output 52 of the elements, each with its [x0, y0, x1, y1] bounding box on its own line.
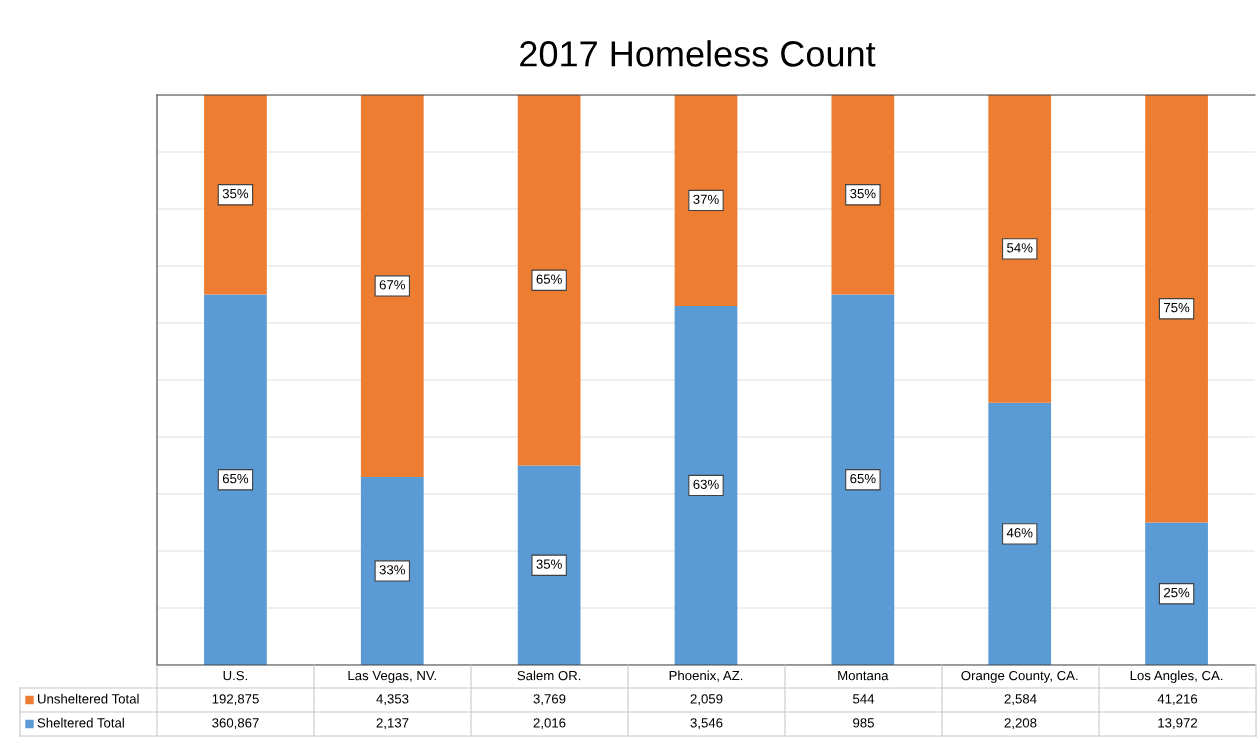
bar — [674, 305, 738, 665]
x-tick-label: Salem OR. — [517, 670, 581, 681]
data-label: 54% — [1007, 243, 1033, 253]
data-label: 33% — [379, 565, 406, 575]
text: 4,353 — [376, 694, 409, 706]
x-tick-label: Las Vegas, NV. — [348, 671, 436, 683]
data-label: 35% — [536, 559, 562, 569]
bar — [831, 95, 895, 295]
x-tick-label: Los Angles, CA. — [1130, 670, 1223, 683]
bar — [1145, 95, 1208, 523]
bar — [517, 465, 581, 665]
text: 2,016 — [533, 718, 566, 730]
text: 41,216 — [1157, 694, 1198, 706]
bar — [1145, 522, 1208, 665]
data-label: 67% — [379, 280, 406, 290]
data-label: 65% — [850, 473, 876, 484]
data-label: 75% — [1164, 303, 1190, 313]
bar — [674, 95, 738, 306]
bar — [204, 95, 267, 295]
bar — [988, 402, 1052, 665]
data-label: 25% — [1164, 587, 1190, 598]
bar — [517, 95, 581, 466]
text: 360,867 — [212, 718, 259, 730]
bar — [360, 476, 424, 665]
data-label: 46% — [1006, 528, 1033, 538]
legend-label: Sheltered Total — [37, 717, 124, 728]
data-label: 37% — [693, 194, 719, 204]
x-tick-label: Montana — [838, 671, 889, 681]
text: 13,972 — [1158, 718, 1198, 730]
x-tick-label: Phoenix, AZ. — [669, 670, 743, 682]
x-tick-label: Orange County, CA. — [961, 670, 1078, 683]
text: 2,584 — [1004, 694, 1037, 706]
bar — [831, 294, 895, 665]
text: 3,769 — [533, 694, 566, 706]
data-label: 35% — [222, 188, 249, 199]
bar — [204, 294, 267, 665]
text: 2,137 — [376, 718, 409, 730]
data-label: 65% — [222, 473, 249, 484]
text: 2,059 — [690, 694, 723, 706]
bar — [360, 95, 424, 477]
data-label: 65% — [536, 274, 562, 284]
text: 544 — [853, 694, 875, 704]
data-label: 35% — [850, 188, 876, 199]
text: 985 — [853, 718, 874, 728]
chart-title: 2017 Homeless Count — [520, 40, 876, 67]
x-tick-label: U.S. — [223, 670, 248, 681]
data-label: 63% — [693, 479, 719, 489]
text: 2,208 — [1004, 718, 1037, 730]
legend-label: Unsheltered Total — [38, 693, 139, 704]
text: 192,875 — [212, 694, 259, 706]
bar — [988, 95, 1052, 403]
text: 3,546 — [690, 718, 723, 730]
